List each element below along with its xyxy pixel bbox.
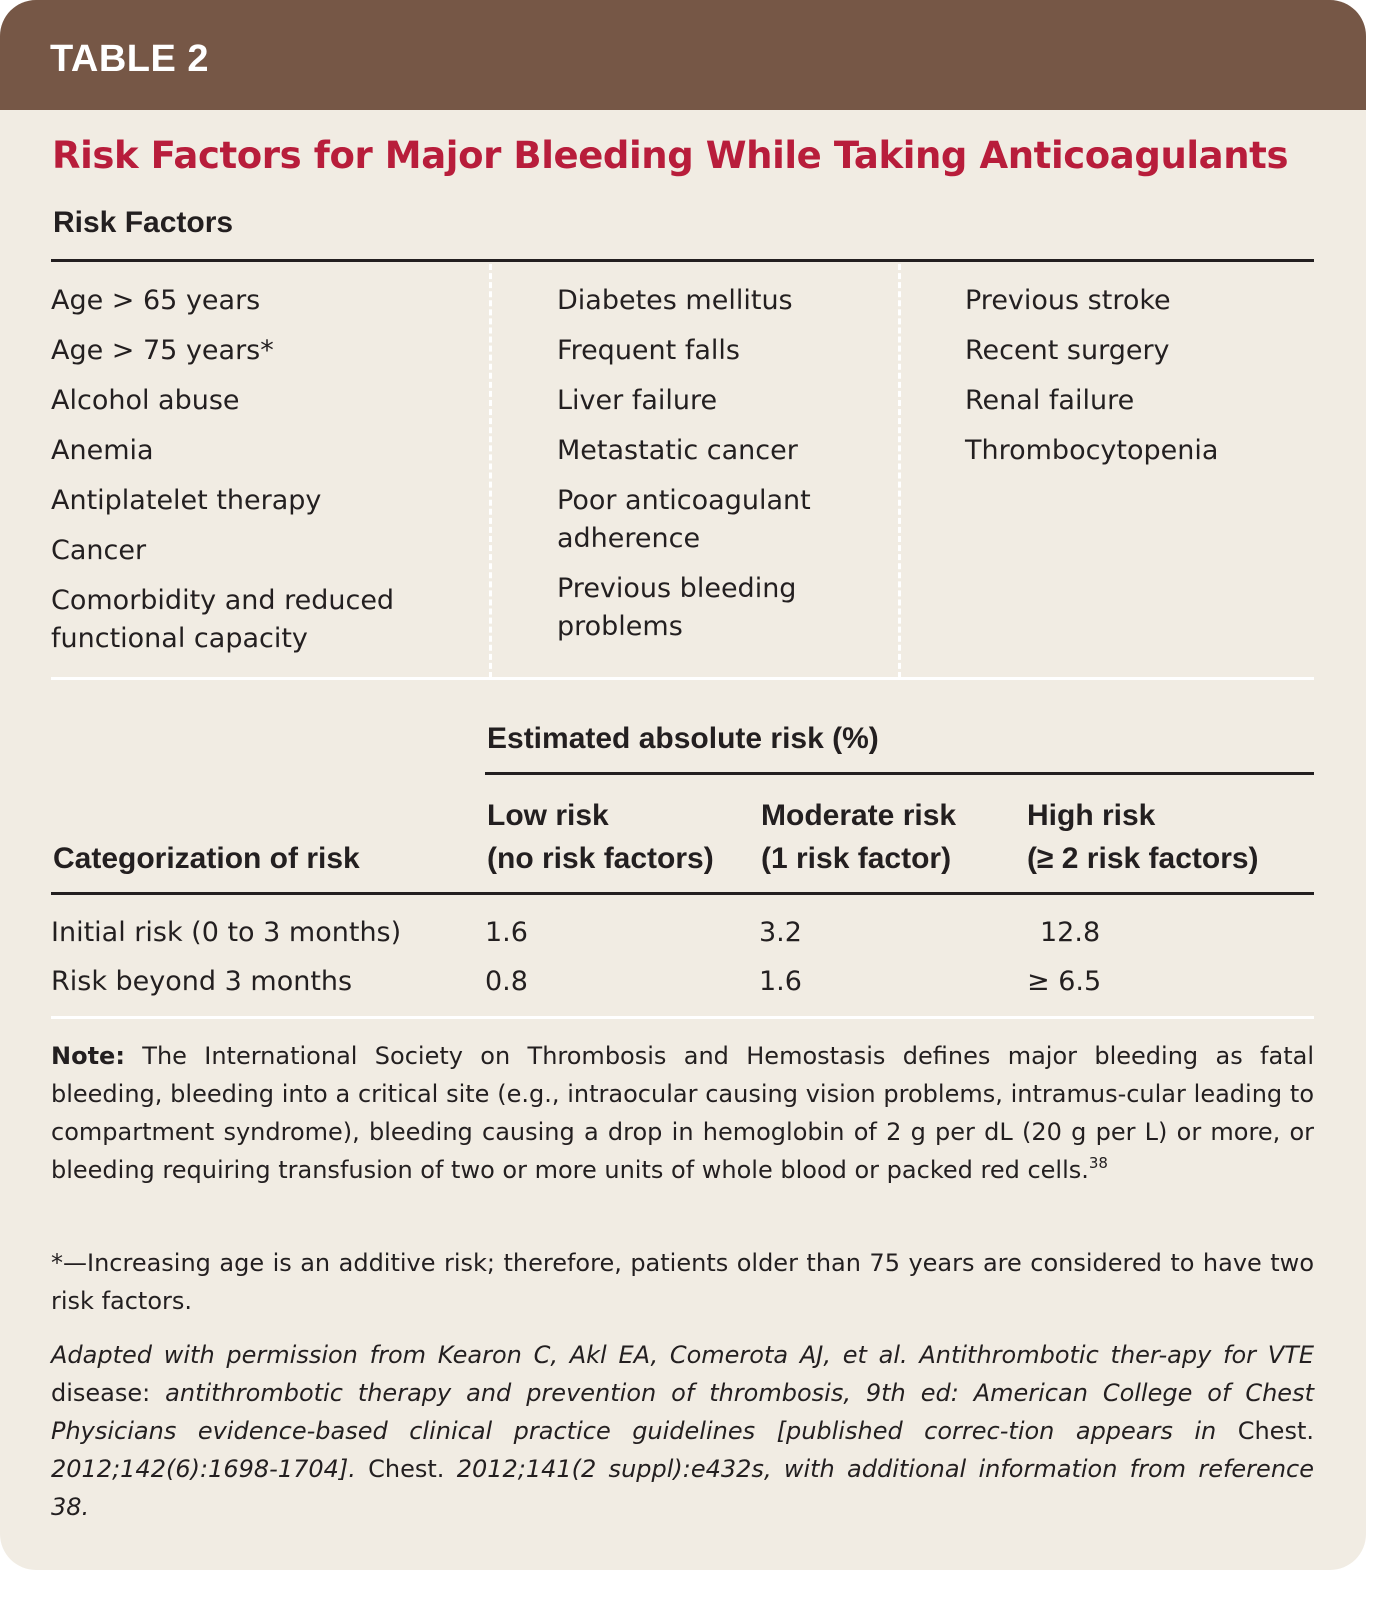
moderate-risk-header: Moderate risk (1 risk factor) <box>761 794 956 880</box>
cell-beyond-moderate: 1.6 <box>759 966 802 997</box>
risk-factor-item: Alcohol abuse <box>51 385 240 416</box>
column-divider-1 <box>489 264 492 678</box>
risk-factor-item: Previous stroke <box>965 285 1171 316</box>
cell-initial-high: 12.8 <box>1040 917 1101 948</box>
low-risk-header-line1: Low risk <box>487 799 609 832</box>
cell-beyond-low: 0.8 <box>485 966 528 997</box>
table-bottom-rule <box>51 1016 1314 1019</box>
risk-factor-item: Diabetes mellitus <box>557 285 793 316</box>
source-part-3: antithrombotic therapy and prevention of… <box>51 1379 1314 1445</box>
risk-factor-item: Previous bleeding problems <box>557 573 797 642</box>
table-card: TABLE 2 Risk Factors for Major Bleeding … <box>0 0 1366 1570</box>
note-label: Note: <box>51 1042 125 1070</box>
table-banner: TABLE 2 <box>0 0 1366 110</box>
risk-factor-item: Cancer <box>51 535 147 566</box>
note-text: The International Society on Thrombosis … <box>51 1042 1314 1184</box>
low-risk-header: Low risk (no risk factors) <box>487 794 714 880</box>
table-number-label: TABLE 2 <box>50 38 210 80</box>
low-risk-header-line2: (no risk factors) <box>487 842 714 875</box>
column-divider-2 <box>898 264 901 678</box>
source-part-5: 2012;142(6):1698-1704]. <box>51 1455 356 1483</box>
note-paragraph: Note: The International Society on Throm… <box>51 1037 1314 1189</box>
risk-factor-item: Anemia <box>51 435 154 466</box>
risk-factor-item: Metastatic cancer <box>557 435 798 466</box>
risk-factor-item: Frequent falls <box>557 335 740 366</box>
group-header-rule <box>485 772 1314 775</box>
table-header-rule <box>51 892 1314 895</box>
note-reference: 38 <box>1088 1154 1108 1172</box>
table-title: Risk Factors for Major Bleeding While Ta… <box>52 134 1289 177</box>
source-part-1: Adapted with permission from Kearon C, A… <box>51 1341 1314 1369</box>
risk-factor-item: Recent surgery <box>965 335 1170 366</box>
risk-factors-heading: Risk Factors <box>53 206 234 239</box>
cell-beyond-high: ≥ 6.5 <box>1027 966 1102 997</box>
risk-factor-item: Poor anticoagulant adherence <box>557 485 811 554</box>
high-risk-header-line2: (≥ 2 risk factors) <box>1027 842 1259 875</box>
high-risk-header: High risk (≥ 2 risk factors) <box>1027 794 1259 880</box>
risk-factors-column-1: Age > 65 years Age > 75 years* Alcohol a… <box>51 282 471 670</box>
cell-initial-low: 1.6 <box>485 917 528 948</box>
source-part-2: disease: <box>51 1379 166 1407</box>
risk-factor-item: Thrombocytopenia <box>965 435 1219 466</box>
row-label-initial-risk: Initial risk (0 to 3 months) <box>51 917 402 948</box>
source-part-7: 2012;141(2 suppl):e432s, with additional… <box>51 1455 1314 1521</box>
risk-factors-bottom-rule <box>51 677 1314 680</box>
estimated-risk-group-header: Estimated absolute risk (%) <box>487 722 879 755</box>
row-label-beyond-risk: Risk beyond 3 months <box>51 966 353 997</box>
moderate-risk-header-line1: Moderate risk <box>761 799 957 832</box>
risk-factor-item: Comorbidity and reduced functional capac… <box>51 585 395 654</box>
risk-factor-item: Age > 75 years* <box>51 335 274 366</box>
high-risk-header-line1: High risk <box>1027 799 1156 832</box>
risk-factors-column-3: Previous stroke Recent surgery Renal fai… <box>965 282 1305 482</box>
risk-factor-item: Liver failure <box>557 385 718 416</box>
age-footnote: *—Increasing age is an additive risk; th… <box>51 1249 1314 1315</box>
source-part-4: Chest. <box>1216 1417 1314 1445</box>
moderate-risk-header-line2: (1 risk factor) <box>761 842 952 875</box>
risk-factor-item: Renal failure <box>965 385 1135 416</box>
categorization-header: Categorization of risk <box>53 842 360 875</box>
risk-factors-column-2: Diabetes mellitus Frequent falls Liver f… <box>557 282 877 658</box>
risk-factor-item: Age > 65 years <box>51 285 261 316</box>
cell-initial-moderate: 3.2 <box>759 917 802 948</box>
source-part-6: Chest. <box>355 1455 457 1483</box>
source-citation: Adapted with permission from Kearon C, A… <box>51 1336 1314 1526</box>
risk-factor-item: Antiplatelet therapy <box>51 485 322 516</box>
risk-factors-top-rule <box>51 259 1314 262</box>
